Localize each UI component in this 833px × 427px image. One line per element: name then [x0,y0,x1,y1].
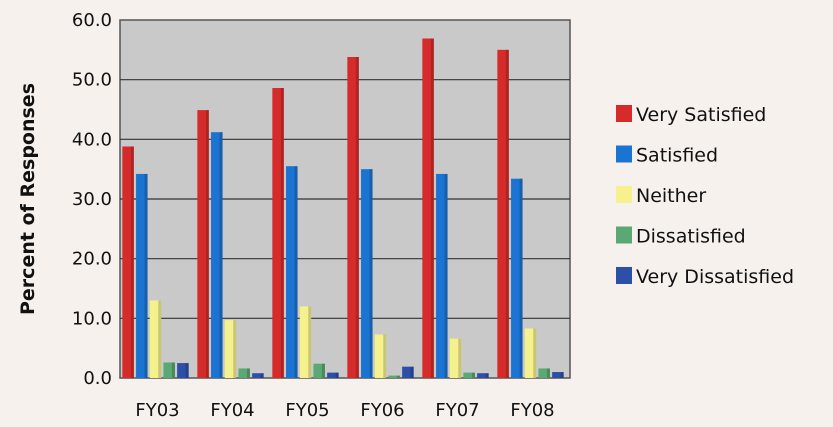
x-tick-label: FY06 [360,400,404,421]
bar [361,169,373,378]
bar [477,373,489,378]
bar [374,334,387,378]
bar [538,368,550,378]
bar [252,373,264,378]
bar-shade [308,306,312,378]
bar-shade [369,169,373,378]
bars [122,38,564,379]
bar-shade [185,363,189,378]
bar-shade [533,328,537,378]
x-tick-label: FY03 [135,400,179,421]
bar-shade [444,173,448,378]
bar-shade [246,368,250,378]
bar-shade [158,300,162,378]
legend-label: Dissatisfied [636,226,746,248]
bar-shade [280,88,284,379]
legend-label: Very Dissatisfied [636,266,794,288]
bar-shade [458,338,462,378]
bar [122,146,134,378]
bar [224,320,237,378]
legend-swatch [616,145,632,163]
y-tick-label: 0.0 [83,368,112,389]
bar-shade [233,320,237,378]
y-tick-label: 30.0 [72,189,112,210]
bar [497,49,509,378]
bar [327,372,339,378]
bar-shade [321,363,325,378]
bar-shade [383,334,387,378]
x-axis-ticks: FY03 FY04 FY05 FY06 FY07 FY08 [135,400,554,421]
bar-shade [205,110,209,378]
y-tick-label: 10.0 [72,308,112,329]
legend-swatch [616,226,632,244]
bar [149,300,162,378]
bar [388,375,400,378]
x-tick-label: FY04 [210,400,254,421]
bar [197,110,209,378]
bar [449,338,462,378]
bar [524,328,537,378]
bar-shade [335,372,339,378]
bar [402,366,414,378]
bar-shade [546,368,550,378]
x-tick-label: FY07 [435,400,479,421]
bar-shade [219,132,223,378]
legend-label: Satisfied [636,145,718,167]
bar [299,306,312,378]
bar [436,173,448,378]
bar-shade [519,178,523,378]
legend: Very Satisfied Satisfied Neither Dissatisfi… [616,104,794,288]
bar-shade [294,166,298,378]
bar [211,132,223,378]
bar-shade [505,49,509,378]
bar-shade [471,372,475,378]
bar-shade [144,173,148,378]
bar-shade [260,373,264,378]
bar-shade [355,56,359,378]
legend-swatch [616,105,632,122]
bar [463,372,475,378]
legend-label: Neither [636,185,706,207]
bar [422,38,434,378]
bar-shade [430,38,434,378]
bar [552,372,564,378]
legend-swatch [616,267,632,284]
bar [272,88,284,379]
bar-shade [171,362,175,378]
x-tick-label: FY05 [285,400,329,421]
bar-shade [130,146,134,378]
y-tick-label: 40.0 [72,129,112,150]
bar [163,362,175,378]
grid-lines [120,79,570,319]
y-axis-label: Percent of Responses [17,83,39,315]
bar [313,363,325,378]
bar-shade [396,375,400,378]
bar-shade [410,366,414,378]
legend-label: Very Satisfied [636,104,766,126]
bar-shade [560,372,564,378]
bar [511,178,523,378]
bar [347,56,359,378]
bar [136,173,148,378]
legend-swatch [616,186,632,203]
bar [238,368,250,378]
bar [286,166,298,378]
y-axis-ticks: 0.0 10.0 20.0 30.0 40.0 50.0 60.0 [72,10,112,389]
bar [177,363,189,378]
y-tick-label: 60.0 [72,10,112,31]
y-tick-label: 50.0 [72,70,112,91]
x-tick-label: FY08 [510,400,554,421]
y-tick-label: 20.0 [72,249,112,270]
bar-shade [485,373,489,378]
